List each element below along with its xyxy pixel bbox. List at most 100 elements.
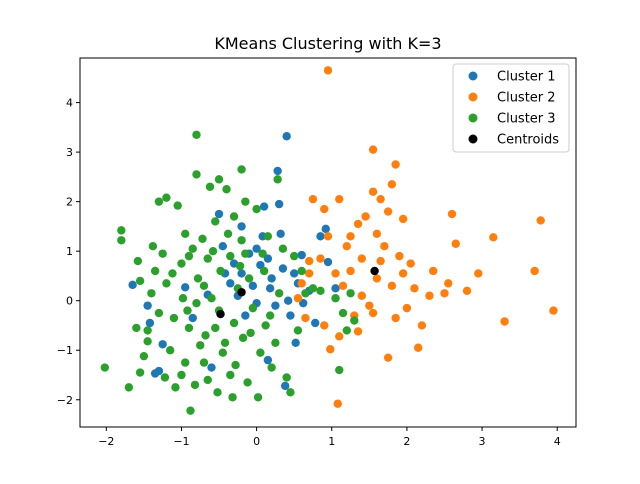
- data-point: [305, 256, 314, 266]
- data-point: [383, 353, 393, 362]
- data-point: [177, 259, 186, 268]
- data-point: [489, 233, 498, 242]
- data-point: [261, 321, 270, 330]
- data-point: [135, 276, 145, 286]
- data-point: [370, 266, 379, 276]
- data-point: [293, 294, 303, 303]
- legend-box: [452, 63, 570, 153]
- data-point: [308, 194, 318, 204]
- data-point: [387, 281, 397, 291]
- data-point: [199, 281, 209, 291]
- data-point: [323, 257, 333, 267]
- data-point: [241, 249, 250, 258]
- data-point: [220, 338, 230, 347]
- data-point: [326, 345, 335, 354]
- data-point: [338, 281, 348, 291]
- data-point: [549, 306, 558, 315]
- data-point: [223, 229, 233, 239]
- data-point: [429, 266, 438, 276]
- data-point: [265, 311, 275, 320]
- data-point: [117, 226, 126, 235]
- data-point: [342, 242, 351, 251]
- data-point: [218, 242, 227, 251]
- data-point: [444, 279, 453, 288]
- data-point: [244, 274, 254, 283]
- y-tick-label: −1: [57, 344, 73, 357]
- data-point: [128, 280, 137, 290]
- data-point: [402, 303, 412, 313]
- data-point: [451, 239, 460, 248]
- data-point: [154, 366, 164, 376]
- data-point: [181, 358, 190, 367]
- data-point: [203, 254, 212, 263]
- data-point: [226, 370, 235, 380]
- series-cluster-2: [293, 66, 558, 408]
- x-tick-label: −2: [98, 435, 114, 448]
- data-point: [145, 318, 155, 328]
- data-point: [192, 170, 201, 179]
- data-point: [333, 399, 342, 408]
- data-point: [193, 274, 203, 283]
- data-point: [154, 308, 164, 318]
- data-point: [226, 251, 235, 261]
- data-point: [387, 180, 397, 189]
- data-point: [139, 351, 149, 361]
- data-point: [208, 246, 218, 256]
- data-point: [323, 232, 333, 241]
- data-point: [150, 266, 160, 276]
- data-point: [226, 279, 235, 288]
- data-point: [235, 261, 245, 271]
- data-point: [380, 242, 389, 251]
- legend-label: Cluster 2: [497, 91, 556, 106]
- data-point: [273, 175, 282, 184]
- data-point: [353, 219, 363, 229]
- data-point: [173, 201, 182, 210]
- data-point: [297, 266, 306, 276]
- data-point: [372, 229, 382, 239]
- data-point: [357, 291, 367, 300]
- data-point: [335, 332, 344, 341]
- legend-label: Cluster 1: [497, 70, 556, 85]
- data-point: [338, 308, 348, 318]
- data-point: [365, 301, 374, 310]
- data-point: [100, 363, 110, 372]
- data-point: [181, 229, 190, 239]
- data-point: [331, 269, 340, 278]
- data-point: [398, 214, 408, 224]
- legend-marker: [468, 71, 478, 81]
- data-point: [259, 202, 269, 211]
- data-point: [342, 326, 351, 335]
- data-point: [462, 286, 472, 295]
- data-point: [203, 375, 212, 385]
- data-point: [171, 383, 180, 392]
- data-point: [274, 289, 284, 298]
- data-point: [214, 175, 224, 184]
- legend-marker: [468, 134, 478, 144]
- data-point: [143, 326, 152, 335]
- data-point: [301, 289, 310, 298]
- x-axis: −2 −1 0 1 2 3 4: [98, 427, 561, 448]
- x-tick-label: 4: [554, 435, 561, 448]
- data-point: [335, 194, 344, 204]
- data-point: [316, 286, 325, 295]
- data-point: [160, 373, 170, 382]
- data-point: [417, 321, 427, 330]
- data-point: [154, 197, 164, 206]
- data-point: [271, 338, 280, 347]
- data-point: [213, 388, 222, 397]
- data-point: [353, 327, 363, 336]
- data-point: [447, 209, 457, 219]
- data-point: [201, 331, 210, 340]
- data-point: [530, 266, 539, 276]
- legend-marker: [468, 92, 478, 102]
- data-point: [536, 216, 545, 225]
- data-point: [205, 182, 215, 191]
- data-point: [301, 313, 310, 323]
- data-point: [258, 249, 267, 258]
- data-point: [237, 222, 246, 231]
- data-point: [265, 284, 275, 293]
- data-point: [398, 269, 408, 278]
- data-point: [357, 254, 367, 263]
- data-point: [282, 373, 291, 382]
- data-point: [316, 254, 325, 263]
